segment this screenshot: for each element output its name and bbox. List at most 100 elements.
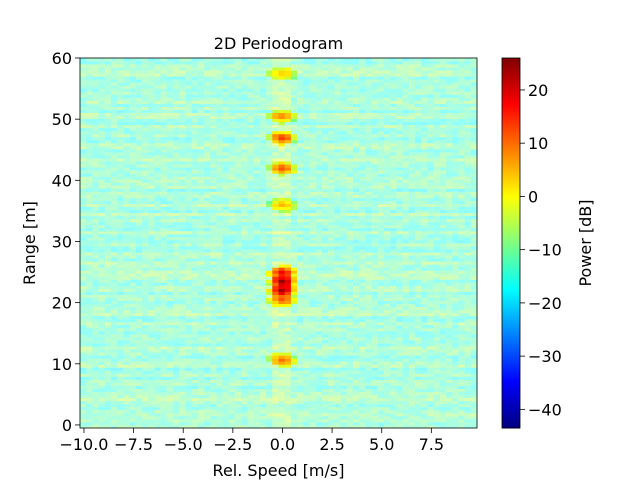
heatmap-cell — [452, 209, 459, 214]
heatmap-cell — [352, 270, 360, 274]
heatmap-cell — [421, 300, 428, 305]
heatmap-cell — [278, 376, 286, 380]
heatmap-cell — [235, 321, 242, 326]
heatmap-cell — [104, 273, 112, 277]
heatmap-cell — [191, 418, 199, 423]
heatmap-cell — [185, 203, 193, 207]
heatmap-cell — [346, 267, 354, 271]
heatmap-cell — [210, 209, 217, 214]
heatmap-cell — [421, 270, 428, 274]
heatmap-cell — [346, 358, 354, 362]
heatmap-cell — [185, 315, 193, 320]
heatmap-cell — [278, 403, 286, 408]
heatmap-cell — [86, 318, 93, 323]
heatmap-cell — [278, 330, 286, 335]
heatmap-cell — [458, 221, 465, 226]
heatmap-cell — [80, 352, 87, 356]
heatmap-cell — [191, 273, 199, 277]
heatmap-cell — [290, 397, 298, 402]
heatmap-cell — [439, 321, 447, 326]
heatmap-cell — [247, 382, 255, 386]
heatmap-cell — [80, 227, 87, 232]
heatmap-cell — [452, 364, 459, 368]
heatmap-cell — [371, 288, 379, 292]
heatmap-cell — [111, 327, 118, 332]
heatmap-cell — [334, 340, 341, 344]
heatmap-cell — [346, 355, 354, 359]
heatmap-cell — [433, 418, 441, 423]
heatmap-cell — [216, 209, 224, 214]
heatmap-cell — [433, 391, 441, 396]
heatmap-cell — [111, 337, 118, 341]
heatmap-cell — [111, 346, 118, 350]
heatmap-cell — [253, 343, 261, 347]
heatmap-cell — [297, 367, 304, 371]
heatmap-cell — [439, 337, 447, 341]
heatmap-cell — [173, 327, 180, 332]
heatmap-cell — [241, 227, 248, 232]
heatmap-cell — [470, 233, 478, 238]
heatmap-cell — [185, 364, 193, 368]
heatmap-cell — [365, 215, 372, 220]
heatmap-cell — [458, 276, 465, 280]
heatmap-cell — [266, 397, 273, 402]
heatmap-cell — [266, 273, 273, 277]
heatmap-cell — [439, 415, 447, 420]
heatmap-cell — [352, 343, 360, 347]
heatmap-cell — [241, 206, 248, 211]
heatmap-cell — [241, 346, 248, 350]
heatmap-cell — [104, 385, 112, 389]
heatmap-cell — [222, 321, 230, 326]
heatmap-cell — [228, 297, 236, 302]
heatmap-cell — [166, 224, 174, 229]
heatmap-cell — [117, 288, 124, 292]
heatmap-cell — [241, 218, 248, 223]
heatmap-cell — [278, 312, 286, 317]
heatmap-cell — [197, 291, 205, 295]
heatmap-cell — [191, 340, 199, 344]
heatmap-cell — [259, 415, 267, 420]
heatmap-cell — [315, 230, 323, 235]
heatmap-cell — [377, 327, 385, 332]
heatmap-cell — [173, 394, 180, 399]
heatmap-cell — [135, 306, 143, 311]
heatmap-cell — [315, 330, 323, 335]
heatmap-cell — [222, 343, 230, 347]
heatmap-cell — [445, 218, 453, 223]
heatmap-cell — [142, 309, 149, 314]
heatmap-cell — [334, 227, 341, 232]
heatmap-cell — [86, 373, 93, 377]
heatmap-cell — [470, 243, 478, 247]
heatmap-cell — [191, 394, 199, 399]
heatmap-cell — [290, 233, 298, 238]
heatmap-cell — [123, 300, 131, 305]
heatmap-cell — [148, 291, 155, 295]
heatmap-cell — [98, 376, 106, 380]
heatmap-cell — [197, 382, 205, 386]
heatmap-cell — [278, 239, 286, 244]
heatmap-cell — [104, 343, 112, 347]
heatmap-cell — [352, 367, 360, 371]
heatmap-cell — [278, 294, 286, 298]
heatmap-cell — [340, 282, 348, 286]
heatmap-cell — [303, 224, 310, 229]
heatmap-cell — [321, 197, 329, 201]
heatmap-cell — [365, 424, 372, 429]
heatmap-cell — [204, 270, 211, 274]
heatmap-cell — [185, 306, 193, 311]
heatmap-cell — [303, 352, 310, 356]
heatmap-cell — [427, 291, 434, 295]
heatmap-cell — [247, 412, 255, 417]
heatmap-cell — [228, 412, 236, 417]
heatmap-cell — [185, 373, 193, 377]
heatmap-cell — [123, 412, 131, 417]
heatmap-cell — [129, 294, 137, 298]
heatmap-cell — [303, 340, 310, 344]
heatmap-cell — [445, 403, 453, 408]
heatmap-cell — [235, 394, 242, 399]
heatmap-cell — [346, 233, 354, 238]
heatmap-cell — [439, 358, 447, 362]
heatmap-cell — [321, 312, 329, 317]
heatmap-cell — [408, 397, 416, 402]
heatmap-cell — [253, 373, 261, 377]
